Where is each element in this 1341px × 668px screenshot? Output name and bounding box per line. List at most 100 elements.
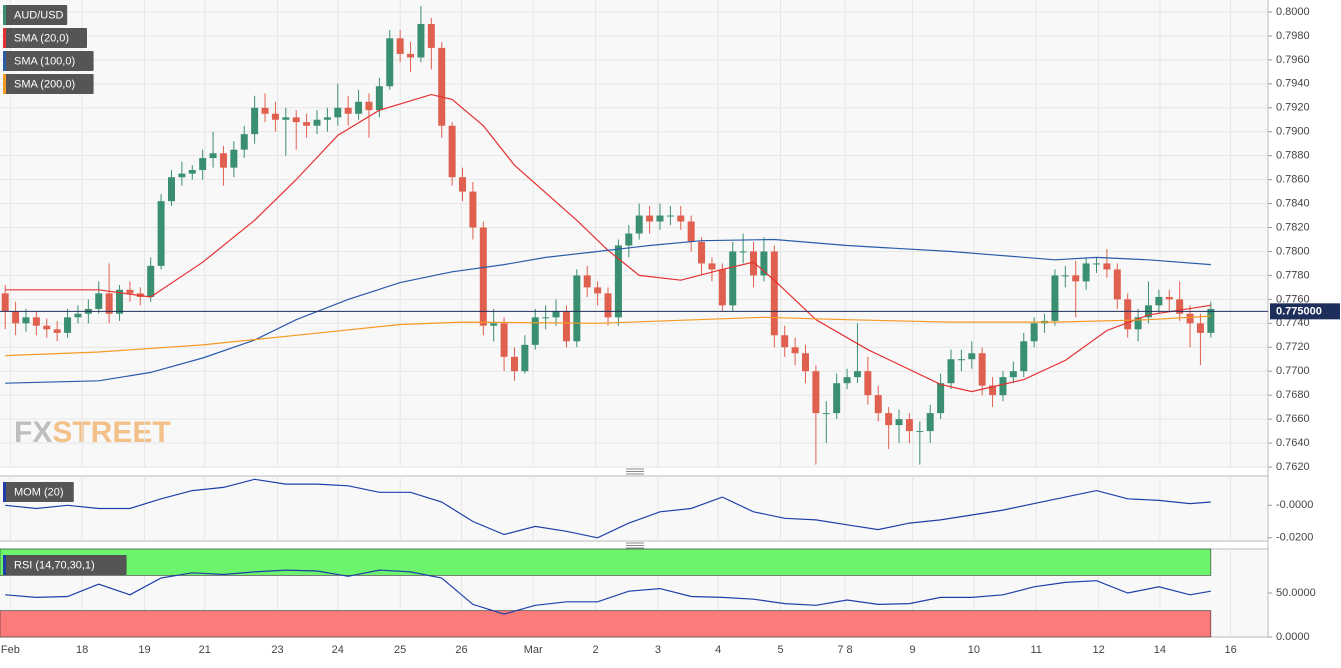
candle-body (698, 241, 706, 264)
candle-body (1134, 317, 1142, 330)
candle-body (822, 413, 830, 415)
candle-body (43, 325, 51, 330)
legend-swatch (3, 555, 6, 575)
candle-body (760, 251, 768, 276)
x-tick-label: 4 (715, 644, 721, 656)
indicator-line (5, 478, 1211, 539)
x-tick-label: 5 (777, 644, 783, 656)
candle-body (417, 23, 425, 58)
x-tick-label: 21 (199, 644, 211, 656)
x-tick-label: 3 (655, 644, 661, 656)
candle-body (594, 287, 602, 294)
candle-body (251, 107, 259, 135)
resize-handle[interactable] (626, 468, 644, 475)
candle-body (895, 419, 903, 426)
legend-label: AUD/USD (14, 9, 64, 21)
candle-body (386, 38, 394, 87)
candle-body (1155, 296, 1163, 306)
candle-body (479, 227, 487, 326)
y-tick-label: 0.7900 (1276, 126, 1310, 138)
watermark: FXSTREET (14, 416, 171, 449)
candle-body (583, 275, 591, 288)
candle-body (625, 233, 633, 246)
candle-body (552, 311, 560, 318)
grid-layer (0, 548, 1232, 638)
candle-body (947, 359, 955, 384)
candle-body (573, 275, 581, 342)
candle-body (407, 53, 415, 58)
legend-swatch (3, 5, 6, 25)
candle-body (500, 323, 508, 357)
x-tick-label: 10 (968, 644, 980, 656)
candle-body (521, 344, 529, 372)
indicator-line (5, 238, 1211, 384)
candle-body (687, 221, 695, 242)
candle-body (646, 215, 654, 222)
candle-body (167, 177, 175, 202)
candle-body (833, 383, 841, 414)
candle-body (677, 215, 685, 222)
candle-body (999, 377, 1007, 396)
candle-body (801, 353, 809, 372)
candle-body (261, 107, 269, 114)
candle-body (864, 371, 872, 396)
y-tick-label: 0.7760 (1276, 293, 1310, 305)
candle-body (157, 201, 165, 266)
candle-body (1009, 371, 1017, 378)
candle-body (1051, 275, 1059, 321)
candle-body (1186, 313, 1194, 324)
candle-body (937, 383, 945, 414)
candle-body (282, 117, 290, 120)
candle-body (531, 317, 539, 345)
x-tick-label: Mar (524, 644, 543, 656)
y-tick-label: -0.0200 (1276, 532, 1313, 544)
legend-box (3, 555, 127, 575)
marks (5, 569, 1211, 615)
legend-label: MOM (20) (14, 486, 64, 498)
candle-body (271, 113, 279, 120)
indicator-line (5, 93, 1211, 393)
candle-body (968, 353, 976, 360)
y-tick-label: 0.7720 (1276, 341, 1310, 353)
y-tick-label: 0.7640 (1276, 437, 1310, 449)
candle-body (344, 107, 352, 114)
legend-label: SMA (20,0) (14, 32, 69, 44)
candle-body (95, 293, 103, 309)
candle-body (1207, 308, 1215, 333)
x-tick-label: 16 (1224, 644, 1236, 656)
candle-body (1030, 323, 1038, 342)
resize-handle[interactable] (626, 542, 644, 549)
x-tick-label: 9 (909, 644, 915, 656)
marks (1, 5, 1215, 465)
candle-body (32, 317, 40, 326)
y-tick-label: 50.0000 (1276, 587, 1316, 599)
y-tick-label: -0.0000 (1276, 499, 1313, 511)
candle-body (843, 377, 851, 384)
legend-label: SMA (100,0) (14, 55, 75, 67)
candle-body (812, 371, 820, 414)
candle-body (1093, 263, 1101, 265)
candle-body (1176, 299, 1184, 314)
candle-body (926, 413, 934, 432)
legend-swatch (3, 74, 6, 94)
legend-label: RSI (14,70,30,1) (14, 559, 95, 571)
candle-body (729, 251, 737, 306)
x-tick-label: 18 (76, 644, 88, 656)
legend-box (3, 74, 94, 94)
candle-body (313, 119, 321, 126)
candle-body (396, 38, 404, 54)
legend-swatch (3, 28, 6, 48)
y-tick-label: 0.7880 (1276, 150, 1310, 162)
candle-body (614, 245, 622, 318)
x-tick-label: 19 (138, 644, 150, 656)
candle-body (750, 251, 758, 276)
candle-body (510, 356, 518, 372)
y-tick-label: 0.7980 (1276, 30, 1310, 42)
x-tick-label: 23 (271, 644, 283, 656)
candle-body (240, 134, 248, 150)
legend-box (3, 28, 87, 48)
candle-body (53, 329, 61, 333)
candle-body (666, 215, 674, 217)
y-tick-label: 0.0000 (1276, 631, 1310, 643)
watermark-left: FX (14, 416, 52, 449)
